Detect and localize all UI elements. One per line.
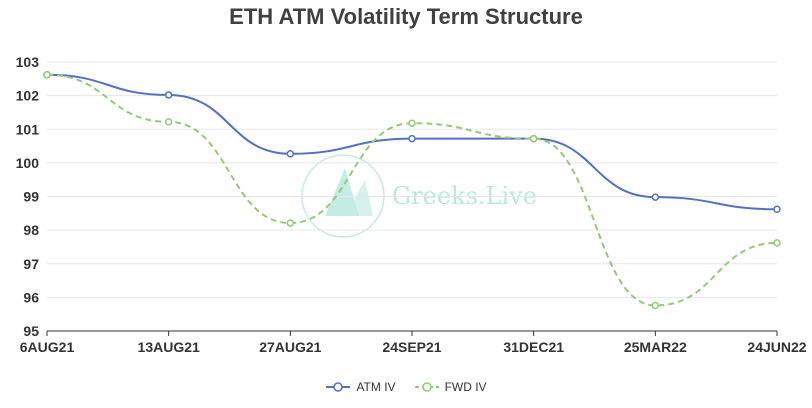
x-tick-label: 6AUG21 bbox=[20, 339, 75, 355]
fwd-iv-legend-icon bbox=[414, 382, 439, 392]
data-point[interactable] bbox=[286, 150, 295, 158]
data-point[interactable] bbox=[651, 301, 660, 310]
legend-label-atm-iv: ATM IV bbox=[356, 380, 396, 394]
y-tick-label: 96 bbox=[23, 289, 39, 305]
y-tick-label: 101 bbox=[16, 121, 40, 137]
y-tick-label: 99 bbox=[23, 189, 39, 205]
axes: 6AUG21 13AUG21 27AUG21 24SEP21 31DEC21 25MAR2… bbox=[20, 330, 807, 355]
series-lines bbox=[43, 71, 781, 310]
x-tick-label: 24JUN22 bbox=[747, 339, 806, 355]
data-point[interactable] bbox=[408, 119, 416, 127]
atm-iv-legend-icon bbox=[326, 382, 351, 392]
y-tick-label: 97 bbox=[23, 256, 39, 272]
legend-item-fwd-iv[interactable]: FWD IV bbox=[414, 380, 487, 394]
legend: ATM IV FWD IV bbox=[0, 380, 812, 394]
y-tick-label: 98 bbox=[23, 222, 39, 238]
y-tick-label: 103 bbox=[16, 54, 40, 70]
y-tick-label: 102 bbox=[16, 88, 40, 104]
data-point[interactable] bbox=[651, 193, 660, 201]
data-point[interactable] bbox=[43, 71, 51, 79]
x-tick-label: 31DEC21 bbox=[503, 339, 564, 355]
data-point[interactable] bbox=[408, 134, 416, 143]
data-point[interactable] bbox=[529, 134, 538, 143]
legend-item-atm-iv[interactable]: ATM IV bbox=[325, 380, 396, 394]
y-gridlines: 95 96 97 98 99 100 101 102 103 bbox=[16, 54, 777, 339]
x-tick-label: 25MAR22 bbox=[624, 339, 687, 355]
x-tick-label: 27AUG21 bbox=[259, 339, 321, 355]
x-tick-label: 24SEP21 bbox=[382, 339, 441, 355]
chart-title: ETH ATM Volatility Term Structure bbox=[229, 4, 583, 29]
data-point[interactable] bbox=[773, 239, 781, 247]
y-tick-label: 95 bbox=[23, 323, 39, 339]
y-tick-label: 100 bbox=[16, 155, 40, 171]
data-point[interactable] bbox=[164, 118, 173, 126]
data-point[interactable] bbox=[286, 219, 295, 227]
series-fwd-iv bbox=[43, 71, 781, 310]
data-point[interactable] bbox=[164, 91, 173, 99]
legend-label-fwd-iv: FWD IV bbox=[444, 380, 487, 394]
x-tick-label: 13AUG21 bbox=[138, 339, 200, 355]
data-point[interactable] bbox=[773, 205, 781, 214]
